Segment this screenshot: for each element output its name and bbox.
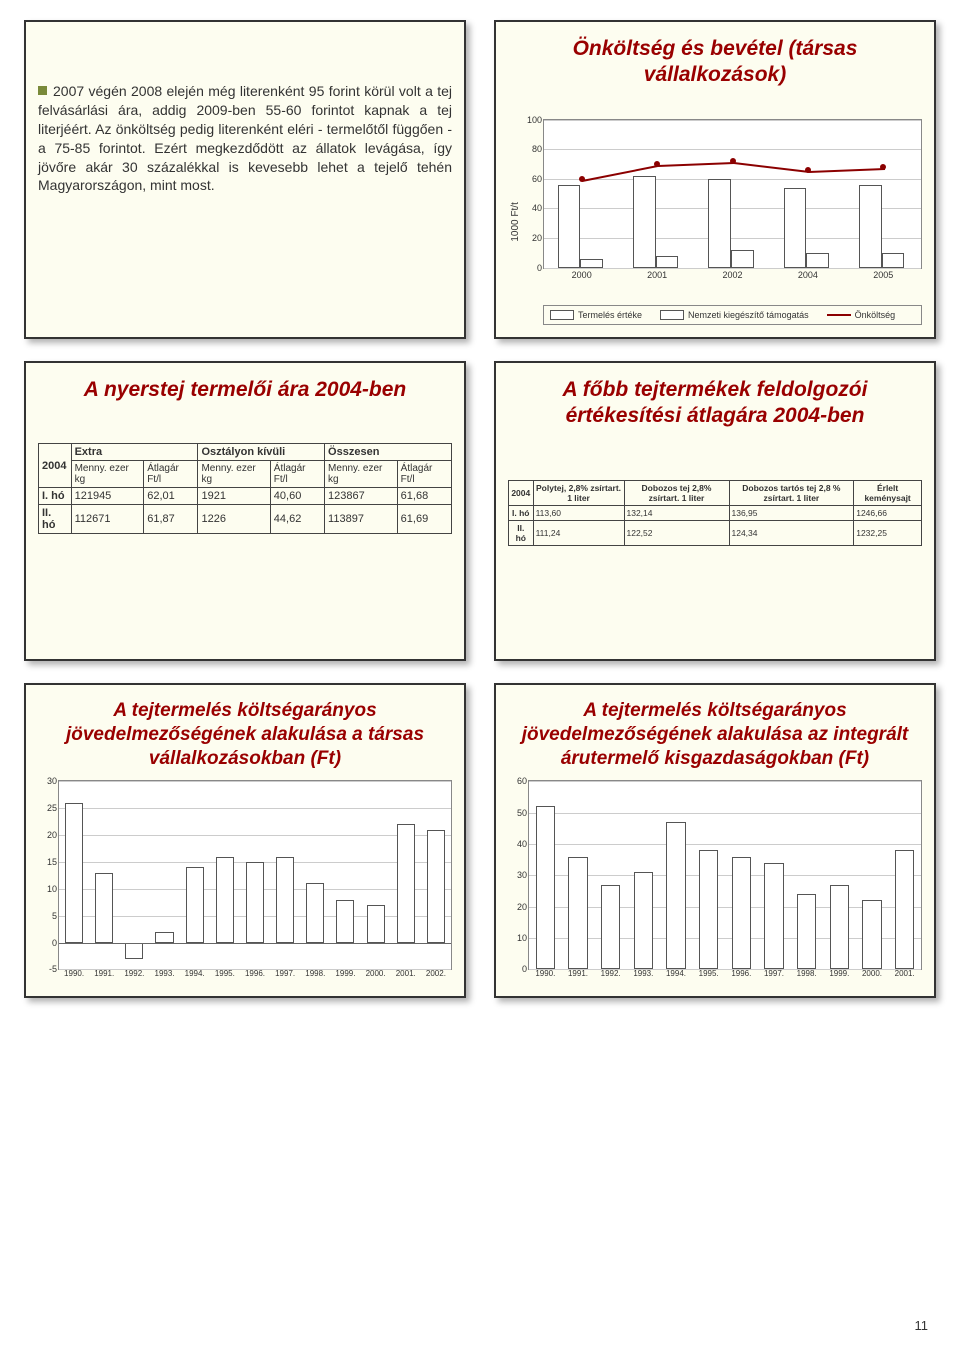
chart-cost-revenue: 1000 Ft/t 020406080100200020012002200420… [508, 119, 922, 326]
chart-plot-area: 02040608010020002001200220042005 [543, 119, 922, 269]
intro-text: 2007 végén 2008 elején még literenként 9… [38, 82, 452, 195]
panel-product-prices: A főbb tejtermékek feldolgozói értékesít… [494, 361, 936, 661]
panel-cost-revenue: Önköltség és bevétel (társas vállalkozás… [494, 20, 936, 339]
panel-title: Önköltség és bevétel (társas vállalkozás… [508, 36, 922, 89]
legend-item-line: Önköltség [827, 310, 896, 321]
legend-item-b: Nemzeti kiegészítő támogatás [660, 310, 809, 321]
panel-title: A főbb tejtermékek feldolgozói értékesít… [508, 377, 922, 430]
chart-plot-area: 01020304050601990.1991.1992.1993.1994.19… [528, 780, 922, 970]
intro-paragraph: 2007 végén 2008 elején még literenként 9… [38, 83, 452, 193]
chart-legend: Termelés értéke Nemzeti kiegészítő támog… [543, 305, 922, 326]
panel-title: A nyerstej termelői ára 2004-ben [38, 377, 452, 403]
panel-profitability-smallfarm: A tejtermelés költségarányos jövedelmező… [494, 683, 936, 998]
panel-profitability-corporate: A tejtermelés költségarányos jövedelmező… [24, 683, 466, 998]
panel-raw-milk-price: A nyerstej termelői ára 2004-ben 2004Ext… [24, 361, 466, 661]
bullet-icon [38, 86, 47, 95]
panel-title: A tejtermelés költségarányos jövedelmező… [38, 699, 452, 770]
panel-intro: 2007 végén 2008 elején még literenként 9… [24, 20, 466, 339]
table-raw-milk: 2004ExtraOsztályon kívüliÖsszesenMenny. … [38, 443, 452, 534]
y-axis-label: 1000 Ft/t [508, 119, 521, 326]
table-product-prices: 2004Polytej, 2,8% zsírtart. 1 literDoboz… [508, 480, 922, 546]
page-number: 11 [915, 1318, 929, 1333]
panel-title: A tejtermelés költségarányos jövedelmező… [508, 699, 922, 770]
legend-item-a: Termelés értéke [550, 310, 642, 321]
chart-plot-area: -50510152025301990.1991.1992.1993.1994.1… [58, 780, 452, 970]
